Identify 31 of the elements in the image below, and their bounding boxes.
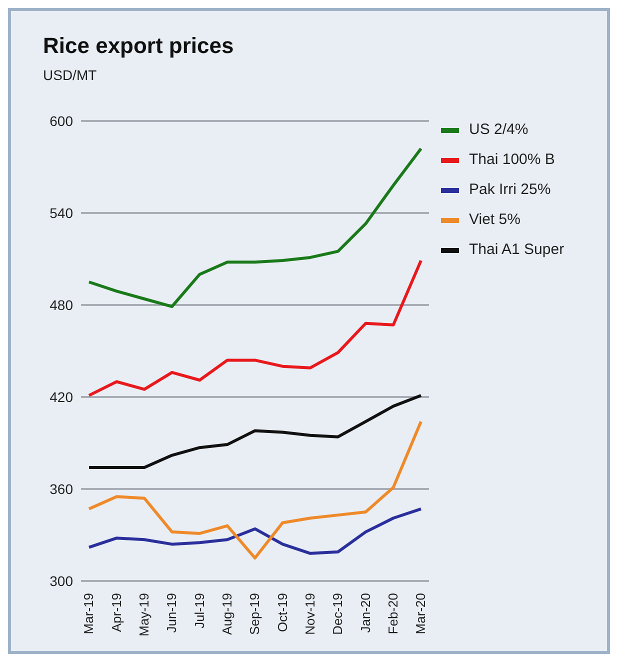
x-tick-label: May-19: [136, 593, 152, 636]
line-series: [88, 394, 422, 470]
chart-subtitle: USD/MT: [43, 67, 97, 83]
x-tick-label: Apr-19: [108, 593, 124, 632]
line-series: [88, 507, 422, 555]
y-tick-label: 480: [50, 296, 74, 313]
y-tick-label: 600: [50, 112, 74, 129]
legend-label: Thai 100% B: [469, 151, 556, 169]
x-tick-label: Jan-20: [358, 593, 373, 633]
x-tick-label: Nov-19: [302, 593, 318, 635]
y-tick-label: 300: [50, 572, 74, 589]
legend-label: Thai A1 Super: [469, 241, 566, 259]
y-tick-label: 420: [50, 388, 74, 405]
x-tick-label: Sep-19: [247, 593, 262, 635]
x-tick-label: Dec-19: [330, 593, 346, 635]
legend-label: Pak Irri 25%: [469, 181, 552, 199]
chart-title: Rice export prices: [43, 33, 234, 59]
x-tick-label: Aug-19: [220, 593, 235, 635]
y-tick-label: 540: [50, 204, 74, 221]
x-tick-label: Oct-19: [274, 593, 290, 632]
legend-label: Viet 5%: [469, 211, 522, 229]
x-tick-label: Jul-19: [192, 593, 207, 628]
line-series: [88, 420, 422, 560]
x-tick-label: Feb-20: [386, 593, 401, 634]
y-tick-label: 360: [50, 480, 74, 497]
x-tick-label: Mar-19: [81, 593, 96, 634]
line-series: [88, 259, 422, 397]
legend-label: US 2/4%: [469, 121, 530, 139]
line-series: [88, 147, 422, 308]
x-tick-label: Jun-19: [164, 593, 180, 633]
x-tick-label: Mar-20: [413, 593, 428, 634]
